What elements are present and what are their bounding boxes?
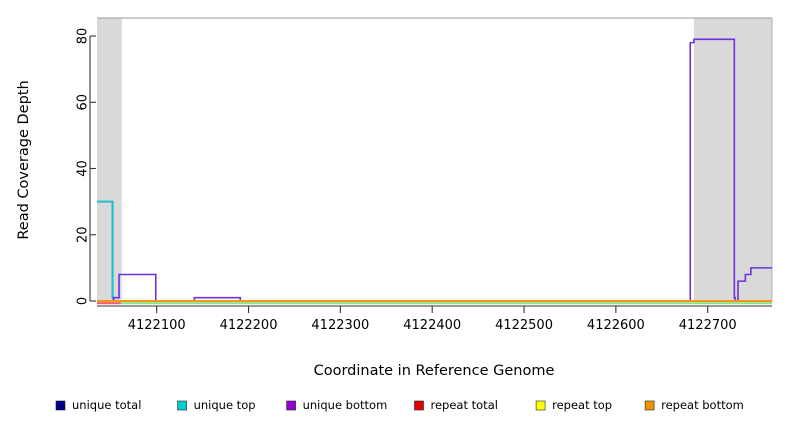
x-tick-label: 4122700: [679, 318, 737, 333]
y-axis-title: Read Coverage Depth: [16, 80, 32, 239]
plot-frame: [97, 17, 773, 301]
legend-label-unique-bottom: unique bottom: [303, 398, 388, 412]
legend-label-repeat-top: repeat top: [552, 398, 612, 412]
legend-label-unique-total: unique total: [72, 398, 141, 412]
y-tick-label: 0: [76, 297, 91, 305]
x-tick-label: 4122200: [220, 318, 278, 333]
repeat-shaded-regions: [97, 18, 772, 301]
legend-label-repeat-bottom: repeat bottom: [661, 398, 744, 412]
legend-label-repeat-total: repeat total: [431, 398, 498, 412]
x-tick-label: 4122400: [403, 318, 461, 333]
x-tick-label: 4122600: [587, 318, 645, 333]
y-axis: 0 20 40 60 80: [76, 28, 96, 305]
legend-label-unique-top: unique top: [194, 398, 256, 412]
y-tick-label: 60: [76, 94, 91, 111]
chart-legend: unique total unique top unique bottom repea…: [55, 398, 744, 412]
x-axis-title: Coordinate in Reference Genome: [314, 363, 555, 379]
y-tick-label: 40: [76, 160, 91, 177]
y-tick-label: 20: [76, 226, 91, 243]
legend-swatch-unique-top: [177, 400, 187, 411]
coverage-series-group: [97, 38, 772, 302]
series-unique-bottom: [97, 38, 772, 302]
legend-swatch-repeat-bottom: [644, 400, 655, 411]
repeat-region-right: [693, 18, 772, 301]
legend-swatch-repeat-top: [535, 400, 546, 411]
y-tick-label: 80: [76, 28, 91, 45]
repeat-region-left: [97, 18, 122, 301]
legend-swatch-unique-total: [55, 400, 66, 411]
x-tick-label: 4122300: [311, 318, 369, 333]
x-axis: 4122100 4122200 4122300 4122400 4122500 41226…: [97, 305, 772, 333]
legend-swatch-unique-bottom: [286, 400, 296, 411]
x-tick-label: 4122100: [128, 318, 186, 333]
x-tick-label: 4122500: [495, 318, 553, 333]
legend-swatch-repeat-total: [414, 400, 424, 411]
